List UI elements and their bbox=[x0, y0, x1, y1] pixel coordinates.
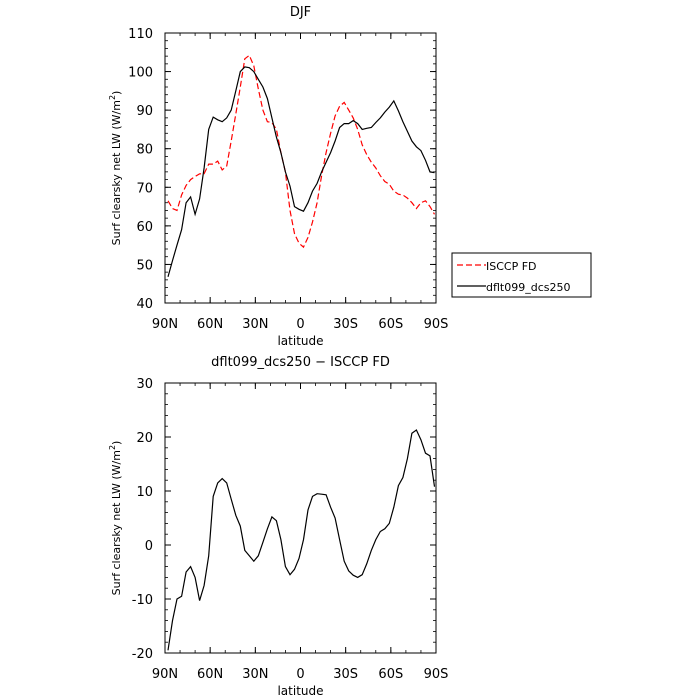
top-chart-title: DJF bbox=[290, 5, 311, 20]
bottom-x-tick-label: 30N bbox=[242, 667, 268, 682]
bottom-x-tick-label: 90S bbox=[424, 667, 449, 682]
top-y-tick-label: 100 bbox=[128, 66, 153, 81]
top-chart-x-axis-label: latitude bbox=[277, 334, 323, 348]
bottom-y-tick-label: -20 bbox=[132, 647, 153, 662]
bottom-chart-tick-marks bbox=[164, 382, 437, 654]
bottom-x-tick-label: 60N bbox=[197, 667, 223, 682]
top-y-tick-label: 70 bbox=[136, 181, 153, 196]
top-y-tick-label: 50 bbox=[136, 258, 153, 273]
top-x-tick-label: 30S bbox=[333, 317, 358, 332]
top-x-tick-label: 60N bbox=[197, 317, 223, 332]
bottom-chart-panel: dflt099_dcs250 − ISCCP FD -20-100102030 … bbox=[108, 355, 448, 698]
bottom-x-tick-label: 60S bbox=[378, 667, 403, 682]
top-y-tick-label: 110 bbox=[128, 27, 153, 42]
top-chart-series-lines bbox=[167, 54, 436, 277]
top-y-tick-label: 40 bbox=[136, 297, 153, 312]
bottom-x-tick-label: 90N bbox=[152, 667, 178, 682]
top-chart-frame bbox=[164, 32, 437, 304]
top-series-line-0 bbox=[167, 54, 436, 249]
top-x-tick-label: 90N bbox=[152, 317, 178, 332]
bottom-x-tick-label: 0 bbox=[296, 667, 304, 682]
bottom-series-line-0 bbox=[167, 429, 436, 651]
bottom-chart-title: dflt099_dcs250 − ISCCP FD bbox=[211, 355, 390, 370]
top-x-tick-label: 30N bbox=[242, 317, 268, 332]
bottom-chart-y-axis-label: Surf clearsky net LW (W/m2) bbox=[108, 441, 123, 596]
legend-label-dflt099-dcs250: dflt099_dcs250 bbox=[486, 281, 570, 294]
top-chart-y-tick-labels: 40 50 60 70 80 90 100 110 bbox=[128, 27, 153, 312]
top-chart-x-tick-labels: 90N 60N 30N 0 30S 60S 90S bbox=[152, 317, 449, 332]
top-y-tick-label: 80 bbox=[136, 143, 153, 158]
top-chart-legend: ISCCP FD dflt099_dcs250 bbox=[451, 252, 592, 298]
bottom-y-tick-label: 20 bbox=[136, 431, 153, 446]
top-x-tick-label: 0 bbox=[296, 317, 304, 332]
bottom-y-tick-label: 0 bbox=[145, 539, 153, 554]
top-x-tick-label: 60S bbox=[378, 317, 403, 332]
bottom-y-tick-label: -10 bbox=[132, 593, 153, 608]
top-chart-tick-marks bbox=[164, 32, 437, 304]
top-x-tick-label: 90S bbox=[424, 317, 449, 332]
bottom-chart-y-tick-labels: -20 -10 0 10 20 30 bbox=[132, 377, 153, 662]
legend-box bbox=[451, 252, 592, 298]
legend-label-isccp-fd: ISCCP FD bbox=[486, 260, 537, 273]
top-y-tick-label: 90 bbox=[136, 104, 153, 119]
bottom-y-tick-label: 10 bbox=[136, 485, 153, 500]
bottom-chart-series-lines bbox=[167, 429, 436, 651]
top-chart-y-axis-label: Surf clearsky net LW (W/m2) bbox=[108, 91, 123, 246]
bottom-y-tick-label: 30 bbox=[136, 377, 153, 392]
top-series-line-1 bbox=[167, 66, 435, 277]
bottom-x-tick-label: 30S bbox=[333, 667, 358, 682]
bottom-chart-frame bbox=[164, 382, 437, 654]
top-y-tick-label: 60 bbox=[136, 220, 153, 235]
bottom-chart-x-axis-label: latitude bbox=[277, 684, 323, 698]
bottom-chart-x-tick-labels: 90N 60N 30N 0 30S 60S 90S bbox=[152, 667, 449, 682]
